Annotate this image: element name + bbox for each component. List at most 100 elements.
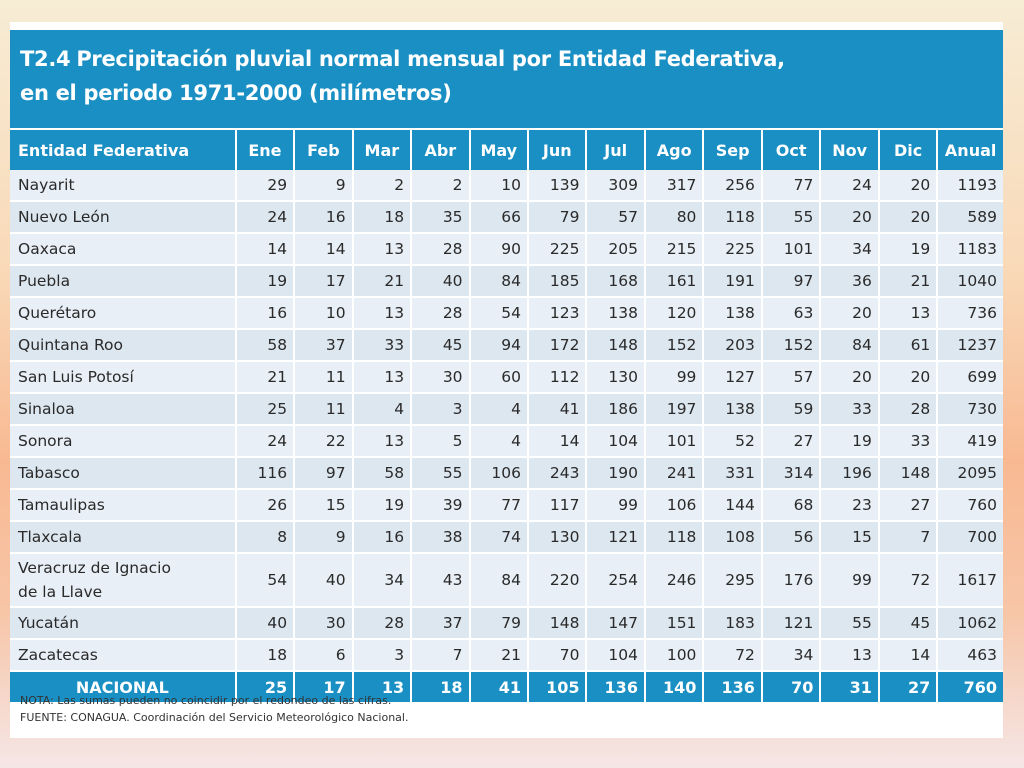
cell-jun: 112 [527,361,587,394]
cell-nov: 24 [819,170,879,202]
cell-jun: 70 [527,639,587,672]
cell-ago: 151 [643,607,704,640]
column-header-oct: Oct [760,130,821,170]
title-line-1: T2.4 Precipitación pluvial normal mensual… [20,42,990,76]
cell-dic: 13 [877,297,938,330]
cell-abr: 35 [410,201,470,234]
column-header-feb: Feb [293,130,353,170]
cell-jul: 147 [585,607,645,640]
cell-jun: 41 [527,393,587,426]
cell-sep: 108 [702,521,762,554]
cell-nov: 36 [819,265,879,298]
cell-oct: 77 [760,170,821,202]
total-cell-oct: 70 [760,671,821,702]
cell-feb: 97 [293,457,353,490]
total-cell-jun: 105 [527,671,587,702]
cell-feb: 10 [293,297,353,330]
cell-ago: 120 [643,297,704,330]
cell-anual: 760 [936,489,1003,522]
cell-anual: 699 [936,361,1003,394]
cell-feb: 40 [293,553,353,608]
cell-sep: 331 [702,457,762,490]
cell-oct: 27 [760,425,821,458]
total-cell-anual: 760 [936,671,1003,702]
cell-mar: 4 [351,393,412,426]
cell-mar: 58 [351,457,412,490]
cell-oct: 97 [760,265,821,298]
note-text: NOTA: Las sumas pueden no coincidir por … [20,694,392,707]
cell-ene: 58 [234,329,295,362]
cell-oct: 101 [760,233,821,266]
cell-mar: 33 [351,329,412,362]
cell-mar: 13 [351,297,412,330]
cell-ene: 25 [234,393,295,426]
cell-nov: 84 [819,329,879,362]
cell-feb: 11 [293,393,353,426]
cell-may: 79 [468,607,529,640]
cell-may: 60 [468,361,529,394]
source-text: FUENTE: CONAGUA. Coordinación del Servic… [20,711,409,724]
cell-dic: 27 [877,489,938,522]
cell-abr: 30 [410,361,470,394]
cell-nov: 15 [819,521,879,554]
table-row: Tamaulipas 26 15 19 39 77 117 99 106 144 68 23 27 760 [10,489,1003,522]
cell-ago: 246 [643,553,704,608]
total-cell-mar: 13 [351,671,412,702]
cell-nov: 20 [819,361,879,394]
cell-mar: 13 [351,361,412,394]
cell-ago: 241 [643,457,704,490]
cell-ago: 106 [643,489,704,522]
table-row: Tlaxcala 8 9 16 38 74 130 121 118 108 56 15 7 700 [10,521,1003,554]
cell-dic: 148 [877,457,938,490]
total-cell-feb: 17 [293,671,353,702]
cell-may: 84 [468,265,529,298]
cell-jun: 123 [527,297,587,330]
table-row: Quintana Roo 58 37 33 45 94 172 148 152 203 152 84 6… [10,329,1003,362]
cell-feb: 14 [293,233,353,266]
cell-ago: 101 [643,425,704,458]
cell-may: 74 [468,521,529,554]
cell-may: 94 [468,329,529,362]
cell-jul: 121 [585,521,645,554]
cell-abr: 7 [410,639,470,672]
cell-jul: 148 [585,329,645,362]
cell-ago: 80 [643,201,704,234]
column-header-sep: Sep [702,130,762,170]
cell-oct: 68 [760,489,821,522]
cell-abr: 40 [410,265,470,298]
entity-name: Puebla [10,265,236,298]
cell-mar: 19 [351,489,412,522]
entity-name: Veracruz de Ignacio de la Llave [10,553,236,608]
table-title-bar: T2.4 Precipitación pluvial normal mensual… [10,30,1003,128]
table-row: Querétaro 16 10 13 28 54 123 138 120 138 63 20 13 736 [10,297,1003,330]
cell-jun: 225 [527,233,587,266]
cell-abr: 45 [410,329,470,362]
cell-feb: 37 [293,329,353,362]
total-cell-ago: 140 [643,671,704,702]
table-row: Zacatecas 18 6 3 7 21 70 104 100 72 34 13 14 463 [10,639,1003,672]
cell-anual: 1617 [936,553,1003,608]
cell-anual: 463 [936,639,1003,672]
cell-jun: 185 [527,265,587,298]
cell-jul: 104 [585,639,645,672]
cell-abr: 28 [410,233,470,266]
cell-dic: 61 [877,329,938,362]
entity-name: Nuevo León [10,201,236,234]
cell-sep: 256 [702,170,762,202]
table-row: Nuevo León 24 16 18 35 66 79 57 80 118 55 20 20 589 [10,201,1003,234]
table-row: Veracruz de Ignacio de la Llave 54 40 34 43 84… [10,553,1003,608]
cell-abr: 55 [410,457,470,490]
table-row: Tabasco 116 97 58 55 106 243 190 241 331 314 196 148… [10,457,1003,490]
cell-dic: 72 [877,553,938,608]
table-notes: NOTA: Las sumas pueden no coincidir por … [20,692,980,726]
cell-mar: 2 [351,170,412,202]
cell-feb: 17 [293,265,353,298]
table-row: Sonora 24 22 13 5 4 14 104 101 52 27 19 33 419 [10,425,1003,458]
cell-ene: 24 [234,425,295,458]
cell-abr: 43 [410,553,470,608]
cell-anual: 589 [936,201,1003,234]
cell-jul: 205 [585,233,645,266]
column-header-mar: Mar [351,130,412,170]
cell-may: 77 [468,489,529,522]
cell-nov: 13 [819,639,879,672]
